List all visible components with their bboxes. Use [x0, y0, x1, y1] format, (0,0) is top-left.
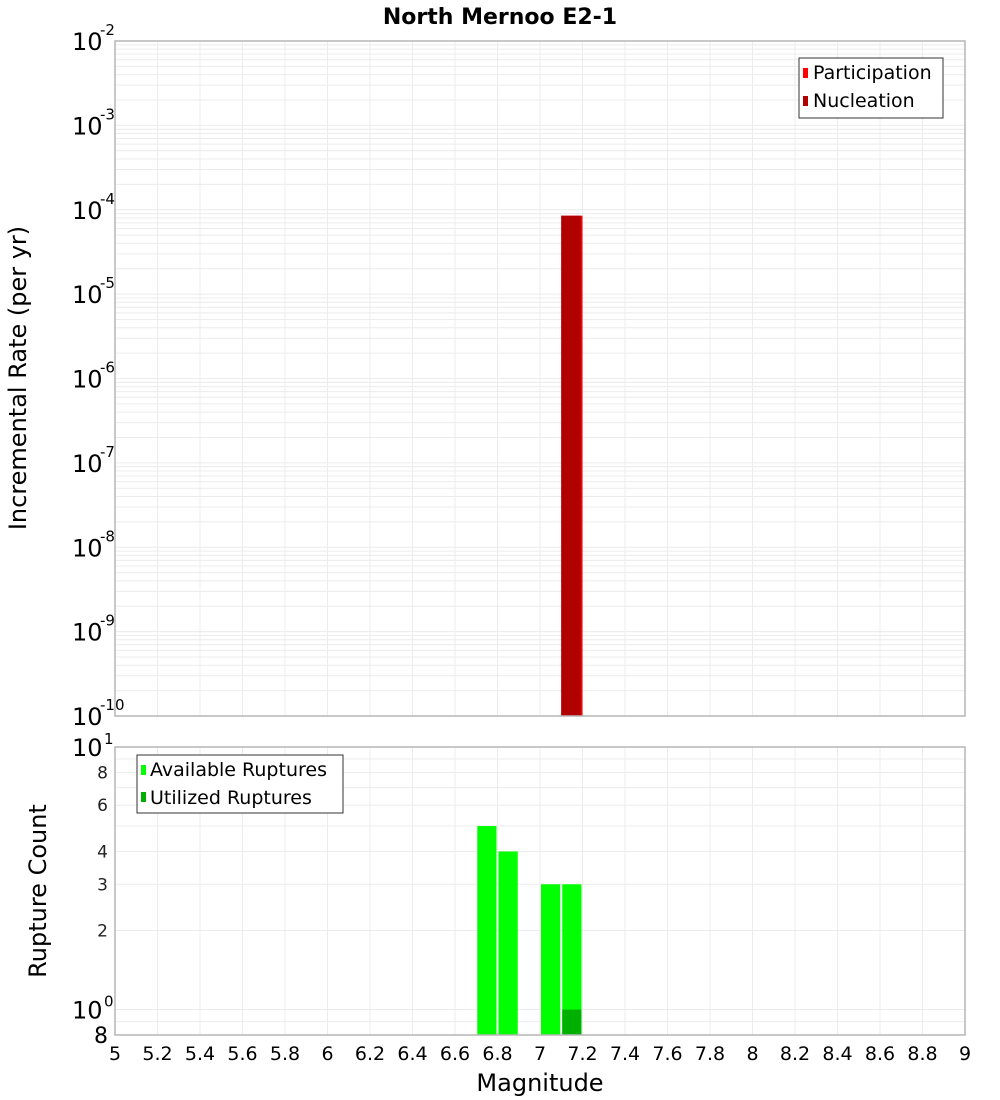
svg-text:-10: -10 [100, 696, 125, 714]
svg-text:10: 10 [72, 366, 103, 394]
svg-text:-9: -9 [100, 612, 115, 630]
svg-text:-8: -8 [100, 527, 115, 545]
svg-text:-4: -4 [100, 190, 115, 208]
utilized-swatch [141, 792, 146, 802]
svg-text:10: 10 [72, 734, 103, 762]
legend-available: Available Ruptures [150, 759, 327, 781]
svg-text:10: 10 [72, 281, 103, 309]
svg-text:5.6: 5.6 [227, 1043, 257, 1065]
top-legend: Participation Nucleation [798, 57, 944, 119]
svg-text:2: 2 [97, 922, 108, 942]
nucleation-swatch [803, 96, 808, 106]
x-axis-ticks: 5 5.2 5.4 5.6 5.8 6 6.2 6.4 6.6 6.8 7 7.2 7.4 7.6 7.8 8… [109, 1043, 971, 1065]
svg-text:5.4: 5.4 [185, 1043, 215, 1065]
svg-text:4: 4 [97, 842, 108, 862]
svg-text:0: 0 [104, 993, 114, 1011]
svg-text:8: 8 [746, 1043, 758, 1065]
svg-text:10: 10 [72, 703, 103, 731]
svg-text:-7: -7 [100, 443, 115, 461]
svg-text:10: 10 [72, 450, 103, 478]
svg-text:7.6: 7.6 [652, 1043, 682, 1065]
bottom-y-axis-label: Rupture Count [24, 804, 52, 978]
svg-text:8.2: 8.2 [780, 1043, 810, 1065]
svg-text:-3: -3 [100, 105, 115, 123]
chart-title: North Mernoo E2-1 [383, 5, 617, 30]
top-plot-grid [114, 41, 966, 717]
legend-participation: Participation [813, 62, 932, 84]
svg-text:8.4: 8.4 [822, 1043, 852, 1065]
svg-text:10: 10 [72, 619, 103, 647]
svg-text:10: 10 [72, 997, 103, 1025]
svg-text:8: 8 [97, 763, 108, 783]
x-axis-label: Magnitude [476, 1069, 603, 1097]
available-swatch [141, 765, 146, 775]
svg-text:-6: -6 [100, 359, 115, 377]
svg-text:10: 10 [72, 534, 103, 562]
svg-text:7: 7 [534, 1043, 546, 1065]
participation-swatch [803, 68, 808, 78]
svg-text:5.2: 5.2 [142, 1043, 172, 1065]
svg-text:7.4: 7.4 [610, 1043, 640, 1065]
top-plot-bars [561, 215, 583, 717]
legend-utilized: Utilized Ruptures [150, 787, 312, 809]
svg-text:1: 1 [104, 730, 114, 748]
top-plot-frame [114, 40, 966, 717]
svg-text:-5: -5 [100, 274, 115, 292]
svg-text:8: 8 [94, 1024, 108, 1049]
svg-text:10: 10 [72, 28, 103, 56]
svg-text:-2: -2 [100, 21, 115, 39]
svg-text:5.8: 5.8 [270, 1043, 300, 1065]
svg-text:6.4: 6.4 [397, 1043, 427, 1065]
bottom-legend: Available Ruptures Utilized Ruptures [136, 754, 344, 814]
bottom-plot-bars [477, 826, 582, 1035]
svg-text:10: 10 [72, 112, 103, 140]
svg-text:8.8: 8.8 [907, 1043, 937, 1065]
svg-text:5: 5 [109, 1043, 121, 1065]
svg-text:7.2: 7.2 [567, 1043, 597, 1065]
svg-text:3: 3 [97, 875, 108, 895]
legend-nucleation: Nucleation [813, 90, 915, 112]
svg-text:6: 6 [97, 796, 108, 816]
svg-text:7.8: 7.8 [695, 1043, 725, 1065]
bottom-plot-frame [114, 746, 966, 1036]
top-y-axis-ticks: 10-210-310-410-510-610-710-810-910-10 [72, 21, 125, 731]
svg-text:9: 9 [959, 1043, 971, 1065]
svg-text:10: 10 [72, 197, 103, 225]
svg-text:6.2: 6.2 [355, 1043, 385, 1065]
svg-text:6.6: 6.6 [440, 1043, 470, 1065]
svg-text:8.6: 8.6 [865, 1043, 895, 1065]
top-y-axis-label: Incremental Rate (per yr) [4, 226, 32, 530]
svg-text:6: 6 [321, 1043, 333, 1065]
svg-text:6.8: 6.8 [482, 1043, 512, 1065]
